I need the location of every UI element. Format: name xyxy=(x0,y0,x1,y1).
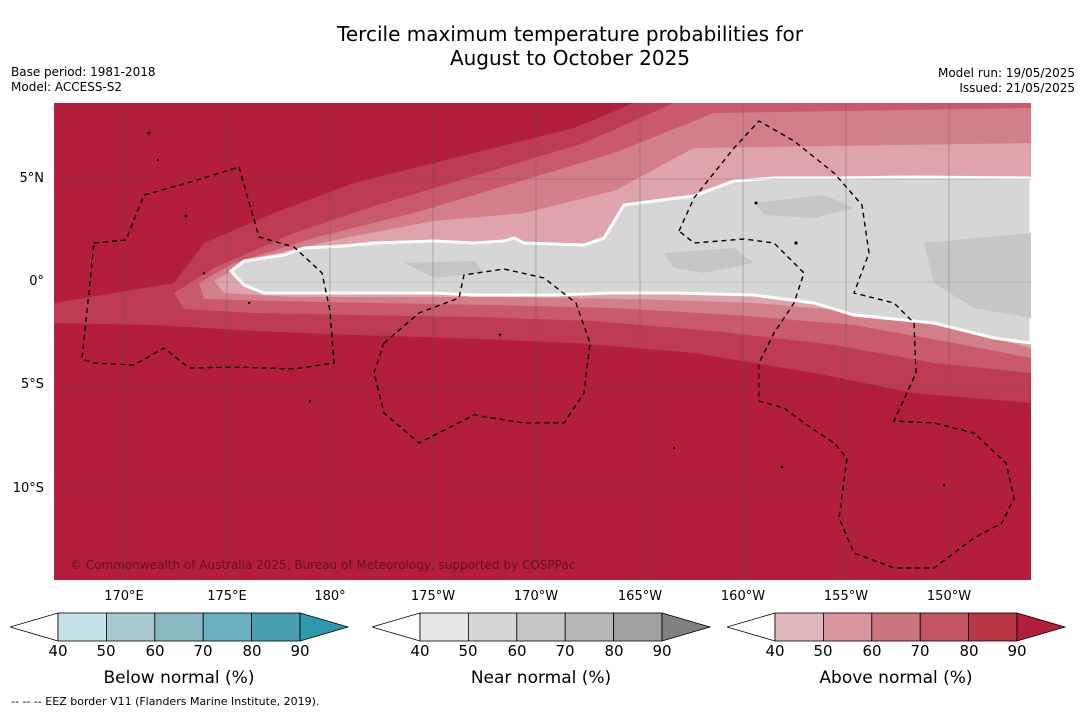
above-swatch-60-70 xyxy=(871,612,921,642)
colorbar-above-normal xyxy=(727,612,1067,642)
below-tick-90: 90 xyxy=(290,642,310,660)
below-tick-40: 40 xyxy=(48,642,68,660)
near-tick-40: 40 xyxy=(410,642,430,660)
below-swatch-70-80 xyxy=(202,612,252,642)
below-tick-50: 50 xyxy=(96,642,116,660)
model-name: Model: ACCESS-S2 xyxy=(11,80,123,94)
above-tick-50: 50 xyxy=(813,642,833,660)
above-tick-90: 90 xyxy=(1007,642,1027,660)
near-tick-80: 80 xyxy=(604,642,624,660)
above-normal-title: Above normal (%) xyxy=(819,668,973,688)
near-tick-70: 70 xyxy=(555,642,575,660)
lat-label-10s: 10°S xyxy=(12,481,44,496)
colorbar-near-normal xyxy=(372,612,712,642)
below-swatch-50-60 xyxy=(106,612,156,642)
above-tick-60: 60 xyxy=(862,642,882,660)
map-gridlines xyxy=(54,103,1031,580)
lon-label-175w: 175°W xyxy=(410,589,456,604)
base-period: Base period: 1981-2018 xyxy=(11,65,156,79)
below-swatch-under-40 xyxy=(10,612,59,642)
map-panel: © Commonwealth of Australia 2025, Bureau… xyxy=(54,103,1031,580)
near-swatch-over-90 xyxy=(661,612,712,642)
lon-label-170e: 170°E xyxy=(104,589,144,604)
near-tick-90: 90 xyxy=(652,642,672,660)
eez-footnote: -- -- -- EEZ border V11 (Flanders Marine… xyxy=(11,695,320,708)
below-swatch-over-90 xyxy=(299,612,350,642)
above-swatch-70-80 xyxy=(919,612,969,642)
eez-border-phoenix xyxy=(373,268,591,444)
colorbar-near-swatches xyxy=(372,612,712,642)
lon-label-180: 180° xyxy=(314,589,346,604)
below-swatch-60-70 xyxy=(154,612,204,642)
colorbar-below-swatches xyxy=(10,612,350,642)
near-normal-darker-patch xyxy=(404,195,1031,318)
near-tick-60: 60 xyxy=(507,642,527,660)
colorbar-below-normal xyxy=(10,612,350,642)
island-dots xyxy=(147,131,946,487)
above-swatch-under-40 xyxy=(727,612,776,642)
title-line-2: August to October 2025 xyxy=(449,46,691,70)
above-tick-80: 80 xyxy=(959,642,979,660)
above-swatch-50-60 xyxy=(823,612,873,642)
near-swatch-40-50 xyxy=(419,612,469,642)
meta-right: Model run: 19/05/2025 Issued: 21/05/2025 xyxy=(938,66,1075,96)
chart-title: Tercile maximum temperature probabilitie… xyxy=(0,22,1085,70)
above-swatch-over-90 xyxy=(1016,612,1067,642)
probability-map xyxy=(54,103,1031,580)
near-swatch-80-90 xyxy=(613,612,663,642)
lat-label-5s: 5°S xyxy=(20,377,44,392)
lat-label-5n: 5°N xyxy=(19,171,45,186)
map-copyright: © Commonwealth of Australia 2025, Bureau… xyxy=(70,558,576,572)
near-tick-50: 50 xyxy=(458,642,478,660)
below-swatch-80-90 xyxy=(251,612,301,642)
below-tick-60: 60 xyxy=(145,642,165,660)
below-tick-70: 70 xyxy=(193,642,213,660)
below-tick-80: 80 xyxy=(242,642,262,660)
below-swatch-40-50 xyxy=(57,612,107,642)
eez-border-line-islands xyxy=(678,120,1015,569)
title-line-1: Tercile maximum temperature probabilitie… xyxy=(337,22,803,46)
near-normal-title: Near normal (%) xyxy=(470,668,612,688)
above-swatch-80-90 xyxy=(968,612,1018,642)
lon-label-150w: 150°W xyxy=(926,589,972,604)
lon-label-170w: 170°W xyxy=(513,589,559,604)
lon-label-165w: 165°W xyxy=(617,589,663,604)
near-swatch-under-40 xyxy=(372,612,421,642)
eez-borders xyxy=(81,120,1015,569)
above-tick-70: 70 xyxy=(910,642,930,660)
issued-date: Issued: 21/05/2025 xyxy=(959,81,1075,95)
above-swatch-40-50 xyxy=(774,612,824,642)
lon-label-160w: 160°W xyxy=(720,589,766,604)
lon-label-175e: 175°E xyxy=(207,589,247,604)
above-tick-40: 40 xyxy=(765,642,785,660)
meta-left: Base period: 1981-2018 Model: ACCESS-S2 xyxy=(11,65,156,95)
near-swatch-50-60 xyxy=(468,612,518,642)
near-swatch-70-80 xyxy=(564,612,614,642)
eez-border-kiribati-gilbert xyxy=(81,166,335,370)
model-run: Model run: 19/05/2025 xyxy=(937,66,1075,80)
colorbar-above-swatches xyxy=(727,612,1067,642)
lon-label-155w: 155°W xyxy=(823,589,869,604)
below-normal-title: Below normal (%) xyxy=(103,668,255,688)
lat-label-0: 0° xyxy=(29,274,44,289)
near-normal-region xyxy=(228,175,1031,345)
near-swatch-60-70 xyxy=(516,612,566,642)
